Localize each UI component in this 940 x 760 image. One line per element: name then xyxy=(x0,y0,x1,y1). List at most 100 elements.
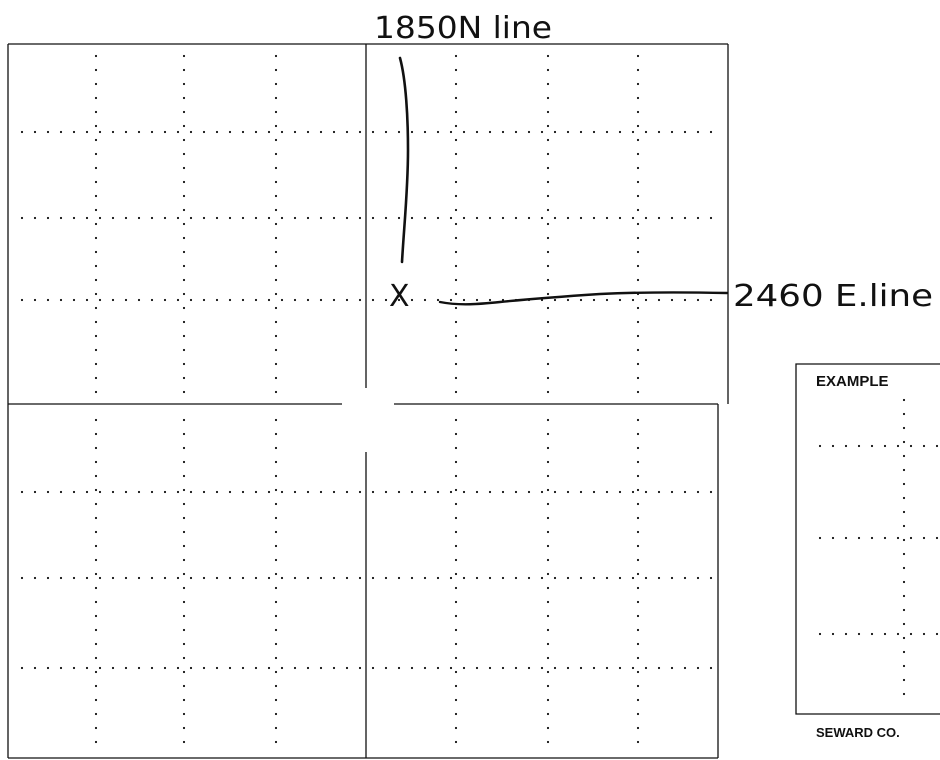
grid-dot xyxy=(831,632,835,636)
grid-dot xyxy=(883,444,887,448)
grid-dot xyxy=(546,684,550,688)
grid-dot xyxy=(319,490,323,494)
grid-dot xyxy=(182,194,186,198)
grid-dot xyxy=(454,264,458,268)
grid-dot xyxy=(98,298,102,302)
grid-dot xyxy=(696,216,700,220)
grid-dot xyxy=(423,666,427,670)
grid-dot xyxy=(636,320,640,324)
grid-dot xyxy=(228,576,232,580)
grid-dot xyxy=(462,216,466,220)
grid-dot xyxy=(488,576,492,580)
grid-dot xyxy=(124,298,128,302)
grid-dot xyxy=(371,490,375,494)
grid-dot xyxy=(462,666,466,670)
grid-dot xyxy=(189,666,193,670)
grid-dot xyxy=(454,166,458,170)
grid-dot xyxy=(137,490,141,494)
grid-dot xyxy=(94,54,98,58)
grid-dot xyxy=(274,124,278,128)
grid-dot xyxy=(546,390,550,394)
grid-dot xyxy=(182,264,186,268)
grid-dot xyxy=(182,740,186,744)
grid-dot xyxy=(636,474,640,478)
grid-dot xyxy=(454,180,458,184)
grid-dot xyxy=(709,216,713,220)
grid-dot xyxy=(202,216,206,220)
grid-dot xyxy=(384,666,388,670)
grid-dot xyxy=(514,490,518,494)
grid-dot xyxy=(636,614,640,618)
grid-dot xyxy=(94,572,98,576)
grid-dot xyxy=(293,298,297,302)
grid-dot xyxy=(454,236,458,240)
grid-dot xyxy=(274,82,278,86)
grid-dot xyxy=(182,600,186,604)
grid-dot xyxy=(189,490,193,494)
grid-dot xyxy=(454,740,458,744)
grid-dot xyxy=(371,666,375,670)
grid-dot xyxy=(618,576,622,580)
grid-dot xyxy=(228,298,232,302)
grid-dot xyxy=(454,292,458,296)
grid-dot xyxy=(454,698,458,702)
grid-dot xyxy=(696,130,700,134)
grid-dot xyxy=(176,576,180,580)
grid-dot xyxy=(137,666,141,670)
grid-dot xyxy=(20,490,24,494)
grid-dot xyxy=(72,130,76,134)
grid-dot xyxy=(454,208,458,212)
grid-dot xyxy=(319,130,323,134)
grid-dot xyxy=(72,298,76,302)
grid-dot xyxy=(94,446,98,450)
grid-dot xyxy=(137,298,141,302)
grid-dot xyxy=(371,298,375,302)
grid-dot xyxy=(94,698,98,702)
grid-dot xyxy=(566,576,570,580)
grid-dot xyxy=(293,490,297,494)
grid-dot xyxy=(636,152,640,156)
grid-dot xyxy=(94,600,98,604)
grid-dot xyxy=(345,666,349,670)
grid-dot xyxy=(636,348,640,352)
grid-dot xyxy=(670,298,674,302)
grid-dot xyxy=(818,632,822,636)
grid-dot xyxy=(182,278,186,282)
grid-dot xyxy=(384,490,388,494)
grid-dot xyxy=(657,216,661,220)
grid-dot xyxy=(397,490,401,494)
grid-dot xyxy=(274,600,278,604)
grid-dot xyxy=(274,166,278,170)
grid-dot xyxy=(644,490,648,494)
grid-dot xyxy=(150,666,154,670)
grid-dot xyxy=(358,216,362,220)
grid-dot xyxy=(636,208,640,212)
grid-dot xyxy=(605,130,609,134)
grid-dot xyxy=(98,490,102,494)
grid-dot xyxy=(514,666,518,670)
grid-dot xyxy=(189,130,193,134)
grid-dot xyxy=(274,110,278,114)
grid-dot xyxy=(228,490,232,494)
grid-dot xyxy=(709,576,713,580)
grid-dot xyxy=(870,444,874,448)
grid-dot xyxy=(410,666,414,670)
grid-dot xyxy=(182,474,186,478)
grid-dot xyxy=(454,446,458,450)
grid-dot xyxy=(636,418,640,422)
grid-dot xyxy=(501,490,505,494)
grid-dot xyxy=(274,516,278,520)
grid-dot xyxy=(215,216,219,220)
grid-dot xyxy=(546,502,550,506)
grid-dot xyxy=(33,216,37,220)
grid-dot xyxy=(636,110,640,114)
grid-dot xyxy=(605,576,609,580)
grid-dot xyxy=(454,488,458,492)
grid-dot xyxy=(454,670,458,674)
grid-dot xyxy=(670,130,674,134)
grid-dot xyxy=(935,536,939,540)
grid-dot xyxy=(636,656,640,660)
grid-dot xyxy=(215,666,219,670)
grid-dot xyxy=(280,490,284,494)
grid-dot xyxy=(274,292,278,296)
